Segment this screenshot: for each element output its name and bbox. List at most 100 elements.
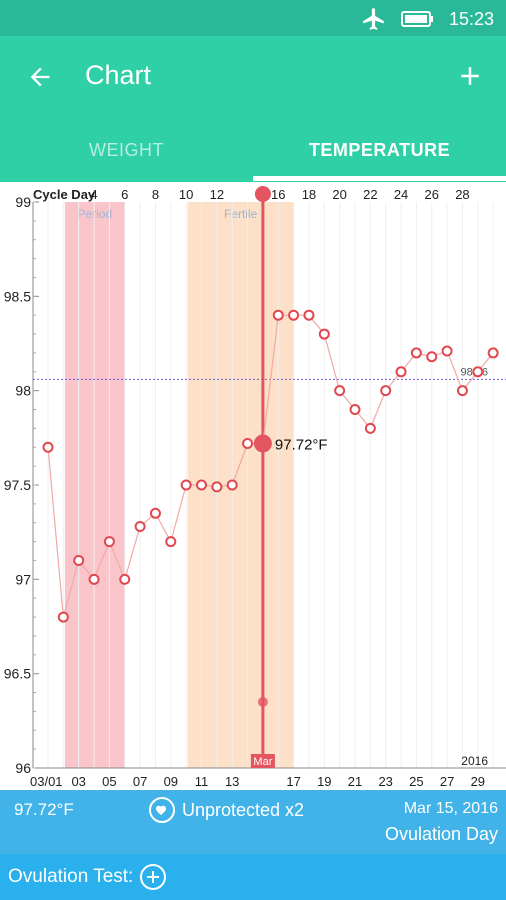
temperature-point	[364, 422, 376, 434]
temperature-point	[134, 521, 146, 533]
temperature-chart[interactable]: Period Fertile 96 96.5 97 97.5 98 98.5 99 Cycle D…	[0, 182, 506, 790]
band-label-fertile: Fertile	[224, 207, 258, 221]
date-tick: 05	[102, 774, 116, 789]
status-bar: 15:23	[0, 0, 506, 36]
date-tick: 09	[164, 774, 178, 789]
chart-svg[interactable]: Period Fertile 96 96.5 97 97.5 98 98.5 99 Cycle D…	[0, 182, 506, 790]
cycle-day-tick: 18	[302, 187, 316, 202]
temperature-point	[88, 573, 100, 585]
temperature-point	[456, 385, 468, 397]
temperature-point	[441, 345, 453, 357]
app-bar: Chart	[0, 36, 506, 118]
temperature-point	[288, 309, 300, 321]
temperature-point	[318, 328, 330, 340]
cycle-day-tick: 20	[332, 187, 346, 202]
date-tick: 03/01	[30, 774, 63, 789]
temperature-point	[303, 309, 315, 321]
summary-bar: 97.72°F Unprotected x2 Mar 15, 2016 Ovul…	[0, 790, 506, 854]
cycle-day-tick: 10	[179, 187, 193, 202]
temperature-point	[42, 441, 54, 453]
intercourse-label: Unprotected x2	[182, 799, 305, 820]
y-tick-label: 96.5	[4, 666, 31, 682]
cycle-day-tick: 28	[455, 187, 469, 202]
status-time: 15:23	[448, 8, 494, 29]
temperature-point	[410, 347, 422, 359]
temperature-point	[180, 479, 192, 491]
add-ovulation-test-icon[interactable]	[139, 863, 167, 891]
airplane-mode-icon	[363, 8, 384, 30]
temperature-point	[119, 573, 131, 585]
status-icons: 15:23	[361, 6, 494, 32]
selected-month-badge	[250, 754, 275, 768]
summary-date: Mar 15, 2016	[403, 800, 498, 817]
temperature-point	[472, 366, 484, 378]
selected-temperature-label: 97.72°F	[275, 436, 328, 453]
date-tick: 07	[133, 774, 147, 789]
back-button[interactable]	[22, 60, 58, 94]
temperature-point	[211, 481, 223, 493]
band-label-period: Period	[77, 207, 112, 221]
cycle-day-tick: 24	[394, 187, 408, 202]
selected-month-label: Mar	[253, 756, 272, 768]
y-tick-label: 96	[15, 760, 31, 776]
ovulation-test-label: Ovulation Test:	[8, 866, 134, 887]
intercourse-entry[interactable]: Unprotected x2	[148, 796, 304, 824]
tab-temperature[interactable]: TEMPERATURE	[308, 139, 451, 160]
temperature-point	[349, 404, 361, 416]
date-tick: 11	[195, 774, 209, 789]
summary-temperature: 97.72°F	[14, 800, 74, 819]
y-tick-label: 98	[15, 383, 31, 399]
cycle-day-tick: 4	[90, 187, 97, 202]
plus-icon	[461, 67, 479, 85]
year-label: 2016	[461, 754, 488, 768]
y-tick-label: 99	[15, 194, 31, 210]
ovulation-test-bar: Ovulation Test:	[0, 854, 506, 900]
add-button[interactable]	[452, 58, 488, 94]
date-tick: 21	[348, 774, 362, 789]
heart-icon	[149, 797, 175, 823]
page-title: Chart	[85, 60, 152, 90]
date-tick: 03	[71, 774, 85, 789]
temperature-point	[103, 536, 115, 548]
date-tick: 27	[440, 774, 454, 789]
temperature-point	[380, 385, 392, 397]
selected-temperature-point	[253, 434, 272, 453]
y-tick-label: 98.5	[4, 288, 31, 304]
temperature-point	[226, 479, 238, 491]
band-period	[64, 202, 125, 768]
tab-indicator	[253, 176, 506, 181]
cycle-day-tick: 26	[425, 187, 439, 202]
cycle-day-tick: 12	[210, 187, 224, 202]
cycle-day-tick: 22	[363, 187, 377, 202]
summary-day-type: Ovulation Day	[384, 824, 498, 844]
tab-bar: WEIGHT TEMPERATURE	[0, 118, 506, 182]
date-tick: 19	[317, 774, 331, 789]
selected-day-top-marker	[254, 186, 271, 202]
cycle-day-tick: 16	[271, 187, 285, 202]
temperature-point	[165, 536, 177, 548]
temperature-point	[272, 309, 284, 321]
y-tick-label: 97	[15, 571, 31, 587]
back-arrow-icon	[30, 67, 50, 87]
temperature-point	[196, 479, 207, 491]
temperature-point	[395, 366, 407, 378]
date-tick: 13	[225, 774, 239, 789]
temperature-point	[426, 351, 438, 363]
y-tick-label: 97.5	[4, 477, 31, 493]
temperature-point	[57, 611, 69, 623]
temperature-point	[334, 385, 346, 397]
selected-day-bottom-marker	[257, 697, 268, 707]
date-tick: 29	[471, 774, 485, 789]
date-tick: 17	[286, 774, 300, 789]
date-tick: 25	[409, 774, 423, 789]
temperature-point	[73, 554, 85, 566]
cycle-day-label: Cycle Day	[33, 187, 96, 202]
tab-weight[interactable]: WEIGHT	[89, 139, 164, 160]
cycle-day-tick: 8	[152, 187, 159, 202]
temperature-point	[487, 347, 499, 359]
date-tick: 23	[378, 774, 392, 789]
temperature-point	[149, 507, 161, 519]
battery-icon	[400, 11, 433, 27]
temperature-point	[242, 437, 254, 449]
cycle-day-tick: 6	[121, 187, 128, 202]
